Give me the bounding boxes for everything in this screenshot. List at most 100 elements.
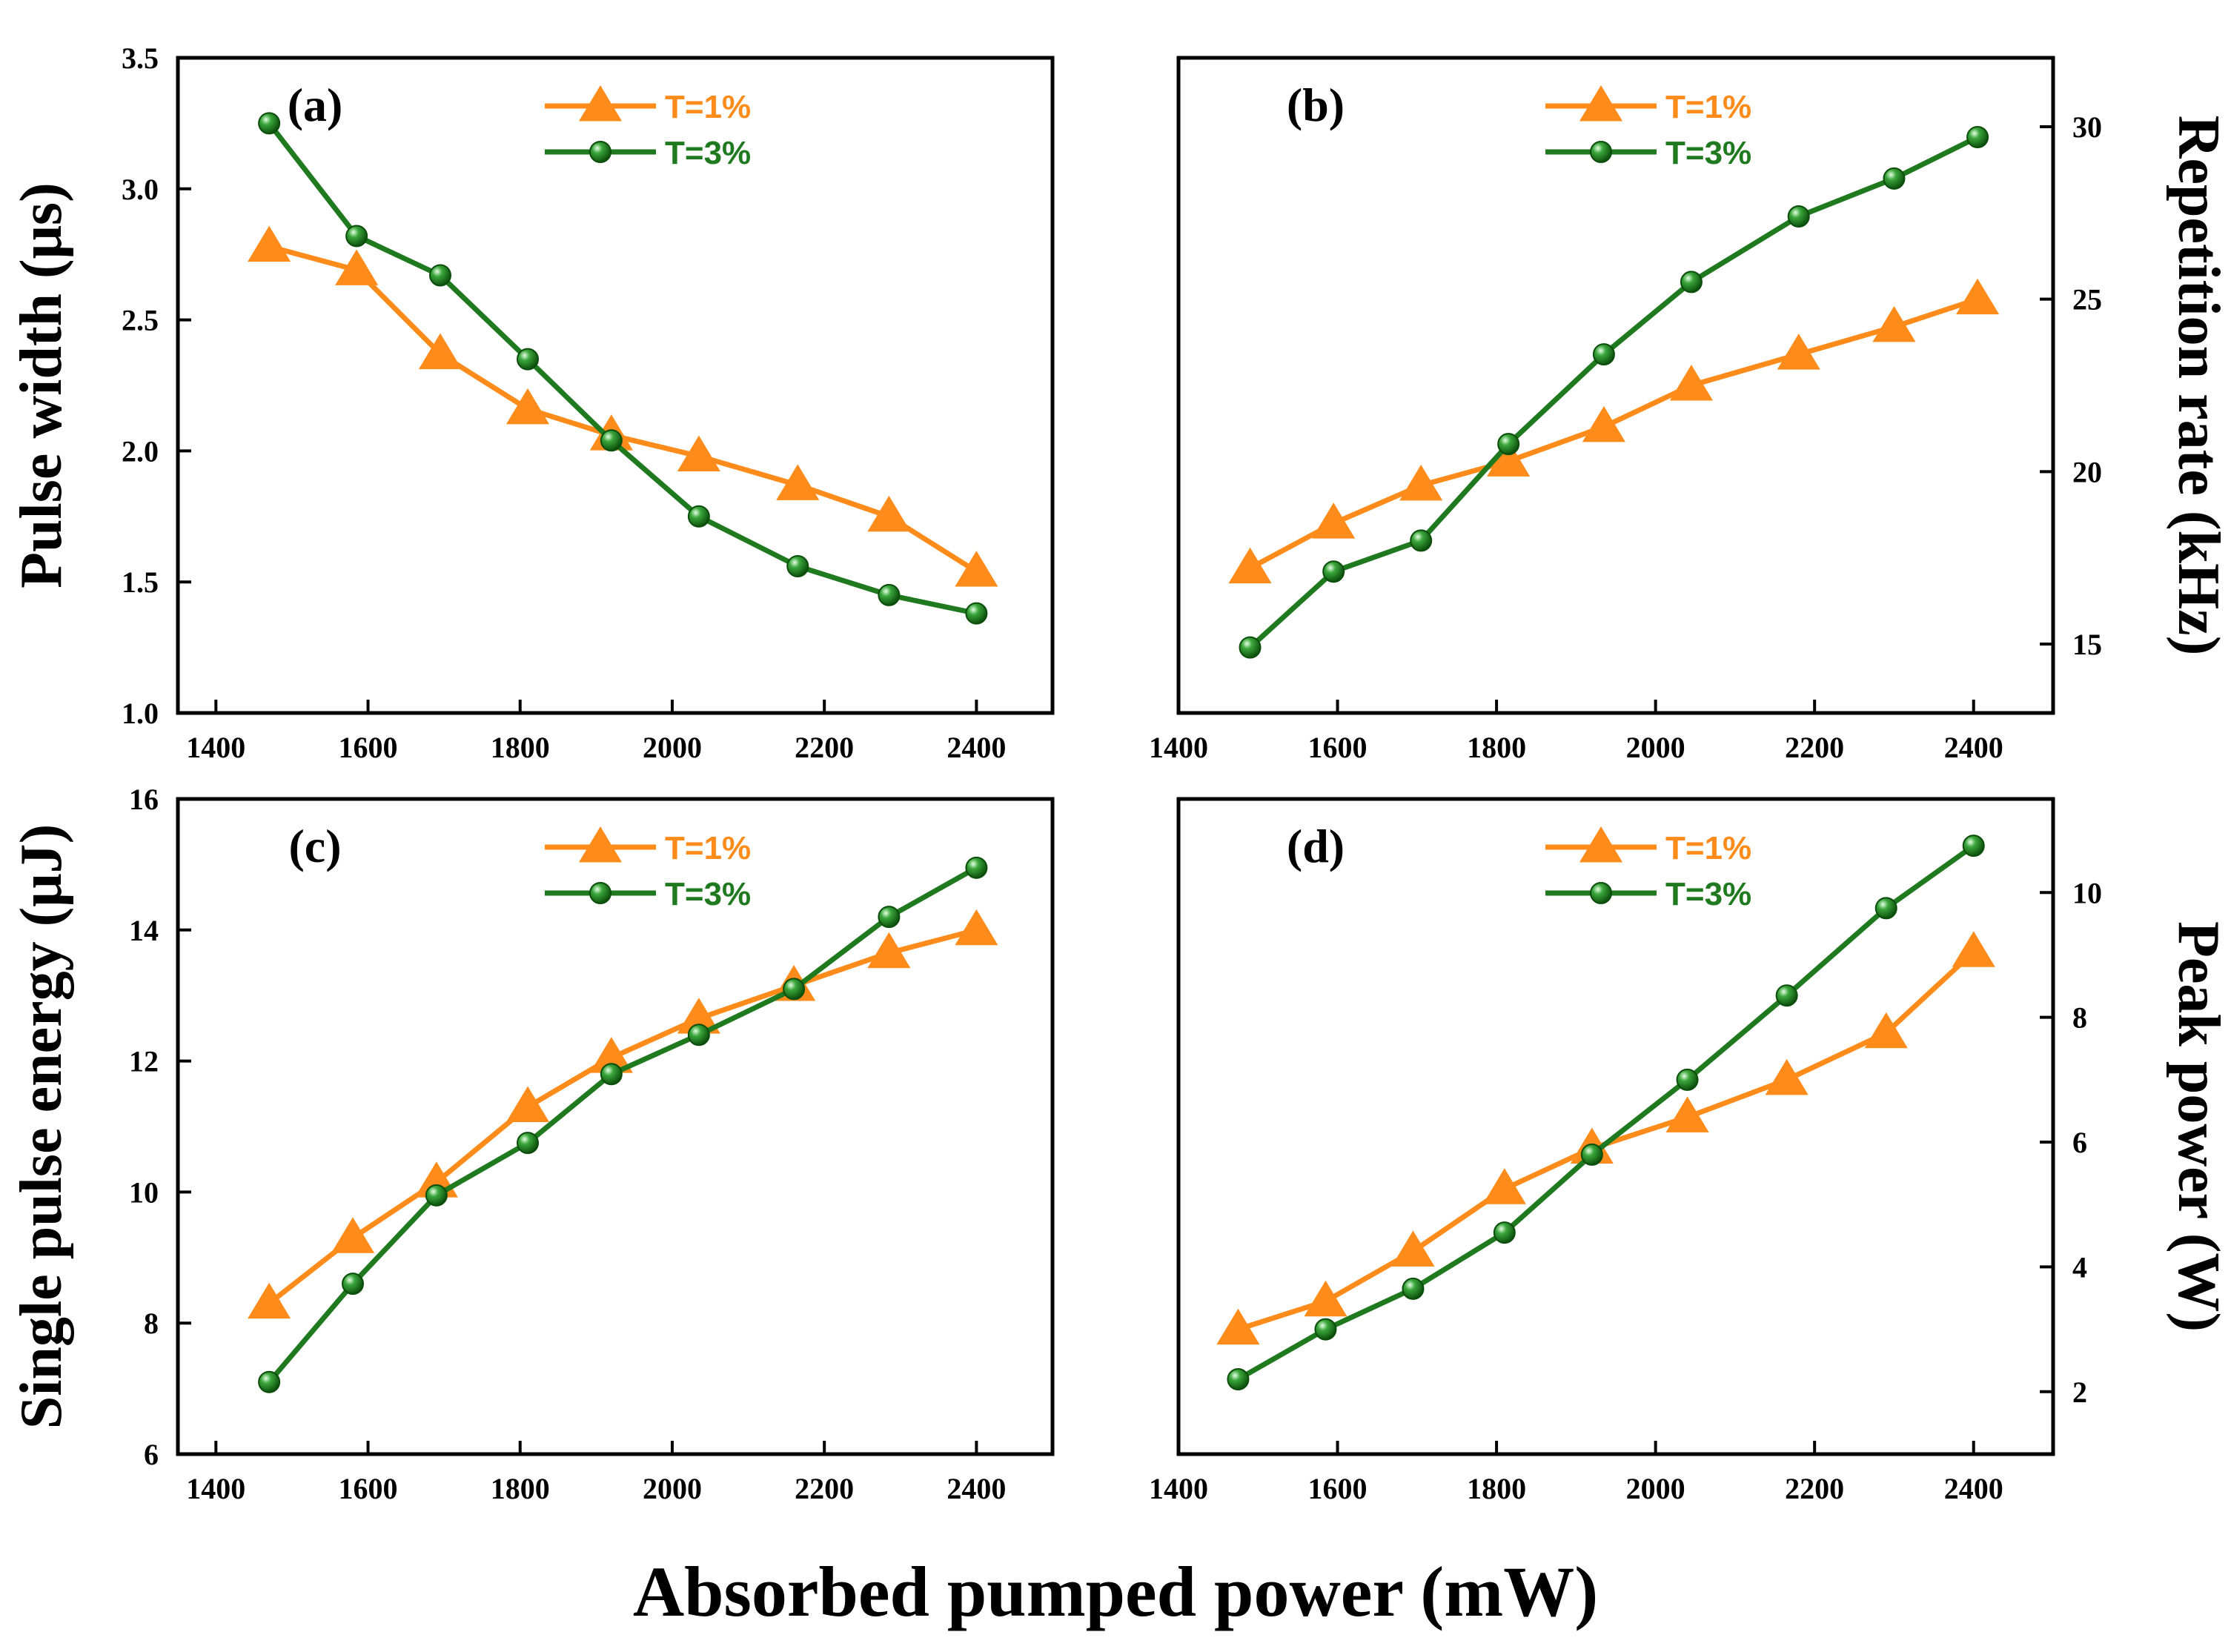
panel-d: 1400 1600 1800 2000 2200 2400 2 4 6 8 10 Peak power… xyxy=(1149,797,2231,1505)
y-tick-label: 4 xyxy=(2072,1250,2087,1284)
x-tick-label: 2200 xyxy=(795,1472,854,1505)
x-tick-label: 1800 xyxy=(1467,731,1526,764)
x-tick-label: 2200 xyxy=(795,731,854,764)
y-tick-label: 2 xyxy=(2072,1376,2087,1409)
y-tick-label: 20 xyxy=(2072,455,2102,488)
panel-a: 1400 1600 1800 2000 2200 2400 1.0 1.5 2.0 2.5 3.0 3… xyxy=(9,42,1055,764)
series-line xyxy=(1248,134,1979,650)
panel-label: (c) xyxy=(288,820,341,872)
legend-marker xyxy=(589,882,611,904)
legend-item: T=1% xyxy=(545,826,751,866)
legend-label: T=1% xyxy=(665,830,751,866)
data-point xyxy=(1872,305,1916,342)
x-tick-label: 1600 xyxy=(1308,1472,1368,1505)
legend-item: T=3% xyxy=(545,135,751,171)
y-tick-label: 10 xyxy=(129,1175,159,1209)
data-point xyxy=(867,932,911,969)
series-line xyxy=(267,927,978,1306)
panel-label: (a) xyxy=(288,79,343,131)
y-axis-label: Repetition rate (kHz) xyxy=(2166,116,2231,656)
legend-item: T=3% xyxy=(1545,876,1751,912)
legend-label: T=1% xyxy=(1665,830,1751,866)
data-point xyxy=(1787,205,1810,228)
x-tick-label: 2000 xyxy=(1626,731,1685,764)
legend-label: T=3% xyxy=(1665,135,1751,171)
data-point xyxy=(1314,1318,1337,1341)
series-line xyxy=(267,865,978,1384)
y-tick-label: 1.5 xyxy=(122,565,159,599)
data-point xyxy=(878,906,901,929)
series-t3 xyxy=(1239,126,1989,659)
data-point xyxy=(1777,334,1820,370)
data-point xyxy=(1399,464,1443,501)
data-point xyxy=(1410,529,1433,552)
data-point xyxy=(600,1063,623,1086)
x-tick-label: 1400 xyxy=(186,1472,245,1505)
y-axis-label: Single pulse energy (μJ) xyxy=(9,824,74,1429)
plot-frame xyxy=(1176,56,2055,715)
y-tick-label: 8 xyxy=(144,1307,159,1340)
legend-label: T=1% xyxy=(1665,89,1751,125)
series-line xyxy=(1236,843,1975,1382)
y-tick-label: 14 xyxy=(129,914,159,947)
x-tick-label: 2000 xyxy=(643,731,702,764)
data-point xyxy=(955,909,998,946)
series-t1 xyxy=(248,909,998,1319)
x-tick-label: 2200 xyxy=(1785,731,1844,764)
data-point xyxy=(342,1273,364,1296)
data-point xyxy=(1952,931,1995,967)
x-tick-label: 1600 xyxy=(339,1472,398,1505)
series-t1 xyxy=(248,225,998,587)
legend-marker xyxy=(1590,141,1612,163)
y-tick-label: 1.0 xyxy=(122,697,159,730)
y-axis-label: Peak power (W) xyxy=(2166,921,2231,1332)
data-point xyxy=(687,1024,710,1046)
y-tick-label: 6 xyxy=(144,1438,159,1471)
data-point xyxy=(1402,1277,1425,1300)
series-t1 xyxy=(1228,278,2000,584)
data-point xyxy=(1874,897,1897,920)
series-t3 xyxy=(258,856,988,1393)
data-point xyxy=(965,856,988,879)
legend-item: T=1% xyxy=(1545,826,1751,866)
x-tick-label: 1800 xyxy=(1467,1472,1526,1505)
series-t3 xyxy=(1227,835,1985,1390)
plot-frame xyxy=(1176,797,2055,1456)
legend-label: T=3% xyxy=(665,876,751,912)
data-point xyxy=(258,1370,281,1393)
y-tick-label: 16 xyxy=(129,783,159,816)
data-point xyxy=(345,225,368,248)
data-point xyxy=(1322,560,1345,583)
x-tick-label: 2000 xyxy=(643,1472,702,1505)
y-tick-label: 25 xyxy=(2072,283,2102,316)
series-line xyxy=(267,122,978,617)
data-point xyxy=(786,554,809,577)
y-tick-label: 3.0 xyxy=(122,173,159,206)
y-tick-label: 2.0 xyxy=(122,434,159,468)
data-point xyxy=(1883,167,1906,190)
data-point xyxy=(429,264,451,287)
data-point xyxy=(878,583,901,606)
data-point xyxy=(1669,365,1713,401)
panel-label: (d) xyxy=(1287,820,1345,872)
panel-label: (b) xyxy=(1287,79,1345,131)
x-tick-label: 2400 xyxy=(1944,731,2003,764)
data-point xyxy=(955,551,998,587)
data-point xyxy=(867,495,911,532)
data-point xyxy=(517,1132,539,1155)
x-tick-label: 2400 xyxy=(947,1472,1006,1505)
data-point xyxy=(505,1086,550,1122)
legend-item: T=3% xyxy=(1545,135,1751,171)
data-point xyxy=(1592,343,1615,366)
data-point xyxy=(1956,278,2000,315)
data-point xyxy=(1216,1308,1260,1345)
y-tick-label: 10 xyxy=(2072,876,2102,909)
data-point xyxy=(1227,1367,1250,1390)
data-point xyxy=(517,348,539,371)
x-tick-label: 2200 xyxy=(1785,1472,1844,1505)
data-point xyxy=(1497,433,1520,456)
data-point xyxy=(776,464,820,500)
x-tick-label: 1400 xyxy=(186,731,245,764)
y-tick-label: 2.5 xyxy=(122,304,159,337)
